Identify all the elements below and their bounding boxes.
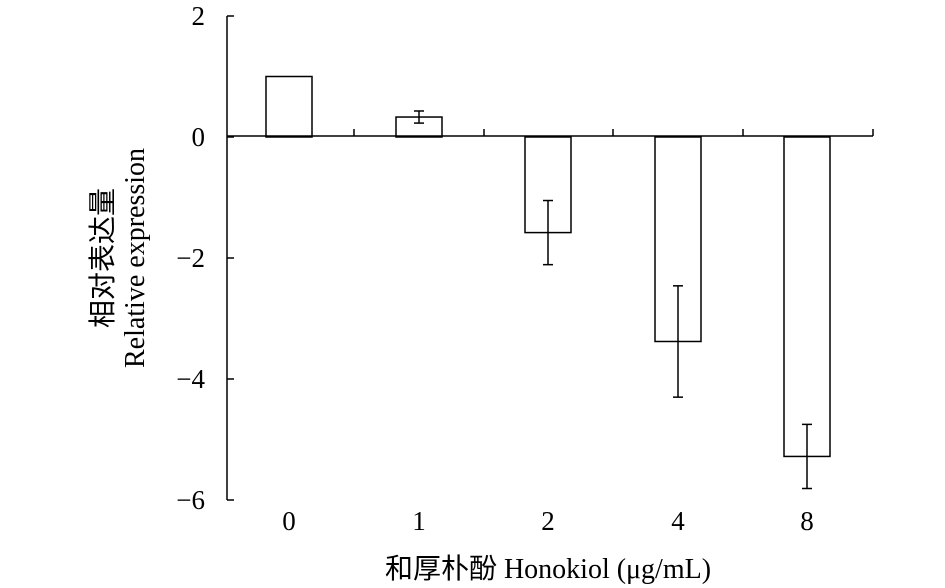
x-tick-label: 8 <box>800 506 814 536</box>
y-axis-title-cn: 相对表达量 <box>87 188 119 328</box>
x-tick-label: 2 <box>541 506 555 536</box>
bar-0 <box>265 75 313 138</box>
x-axis-title: 和厚朴酚 Honokiol (μg/mL) <box>385 553 711 585</box>
y-axis-title-en: Relative expression <box>120 148 151 368</box>
x-tick-label: 0 <box>282 506 296 536</box>
y-tick-label: 0 <box>192 122 206 152</box>
chart-marks: 2 0 −2 −4 −6 0 1 2 4 8 <box>176 1 874 536</box>
bar-8 <box>783 136 831 458</box>
x-tick-label: 1 <box>412 506 426 536</box>
y-tick-label: 2 <box>192 1 206 31</box>
y-tick-label: −4 <box>176 364 205 394</box>
y-tick-label: −2 <box>176 243 205 273</box>
y-tick-label: −6 <box>176 485 205 515</box>
x-tick-label: 4 <box>671 506 685 536</box>
y-axis-title: 相对表达量 Relative expression <box>87 148 151 368</box>
